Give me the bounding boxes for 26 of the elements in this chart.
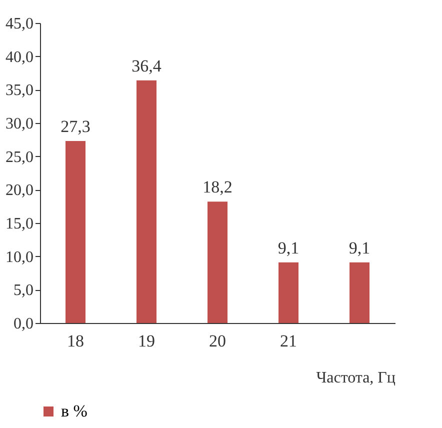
text: 27,3 <box>60 117 90 136</box>
y-tick-label: 20,0 <box>6 182 34 200</box>
y-tick-label: 0,0 <box>14 316 34 332</box>
bar <box>66 141 86 323</box>
bar <box>278 262 298 323</box>
x-tick-label: 18 <box>67 332 84 350</box>
x-tick-label: 19 <box>138 332 155 350</box>
bar <box>208 202 228 323</box>
bar <box>136 80 156 323</box>
text: 36,4 <box>132 56 162 76</box>
bar <box>350 262 370 323</box>
y-tick-label: 25,0 <box>6 148 34 166</box>
y-tick-label: 45,0 <box>6 16 34 32</box>
y-tick-label: 40,0 <box>6 48 34 66</box>
y-tick-label: 15,0 <box>6 216 34 232</box>
y-tick-label: 30,0 <box>6 116 34 132</box>
x-tick-label: 20 <box>209 332 226 350</box>
y-tick-label: 10,0 <box>6 248 34 266</box>
x-axis-title: Частота, Гц <box>316 370 396 386</box>
text: 18,2 <box>202 178 232 197</box>
x-tick-label: 21 <box>280 332 297 350</box>
legend-label: в % <box>61 402 88 420</box>
y-tick-label: 35,0 <box>6 82 34 100</box>
text: 9,1 <box>278 238 300 258</box>
text: 9,1 <box>348 238 370 258</box>
y-tick-label: 5,0 <box>14 282 34 300</box>
